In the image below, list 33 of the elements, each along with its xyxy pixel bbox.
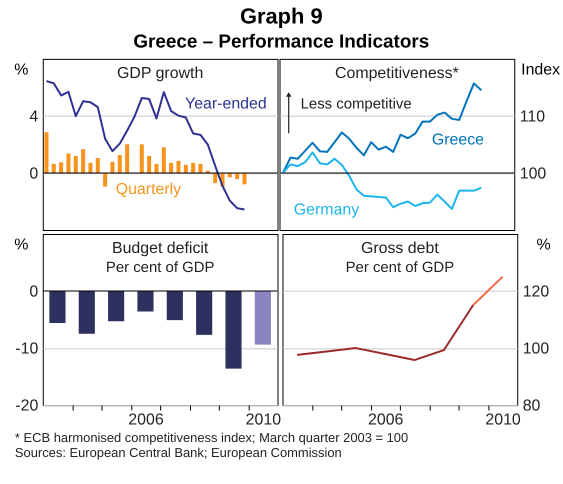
text: Per cent of GDP: [106, 258, 214, 276]
chart-title: Gross debt: [360, 240, 440, 257]
series-label: Germany: [294, 201, 360, 218]
text: * ECB harmonised competitiveness index; March quarter 2003 = 100: [14, 430, 408, 445]
x-tick-label: 2010: [246, 411, 282, 428]
x-tick-label: 2006: [128, 411, 164, 428]
chart-title: GDP growth: [116, 64, 204, 82]
series-label: Quarterly: [116, 180, 182, 198]
y-tick-label: 100: [520, 165, 546, 182]
x-tick-label: 2006: [368, 411, 404, 428]
series-label: Greece: [432, 131, 484, 148]
chart-title: Competitiveness*: [334, 64, 459, 82]
annotation: Less competitive: [300, 95, 412, 112]
text: Graph 9: [240, 4, 323, 29]
y-axis-title: Index: [521, 61, 560, 78]
series-label: Year-ended: [185, 95, 267, 112]
x-tick-label: 2010: [485, 411, 521, 428]
y-tick-label: 100: [522, 340, 550, 358]
y-tick-label: 0: [29, 165, 38, 182]
y-tick-label: 110: [520, 108, 546, 126]
y-tick-label: 80: [522, 398, 541, 415]
source-note: Sources: European Central Bank; European Commission: [14, 444, 342, 460]
y-tick-label: -10: [15, 340, 38, 358]
y-axis-title: %: [14, 236, 28, 254]
text: Greece – Performance Indicators: [133, 31, 430, 52]
y-tick-label: 0: [29, 283, 38, 300]
y-axis-title: %: [14, 61, 28, 78]
text: Per cent of GDP: [346, 258, 454, 276]
y-tick-label: -20: [15, 398, 38, 415]
chart-title: Budget deficit: [112, 240, 209, 257]
y-tick-label: 120: [522, 283, 550, 300]
y-tick-label: 4: [29, 108, 38, 126]
y-axis-title: %: [536, 236, 551, 254]
